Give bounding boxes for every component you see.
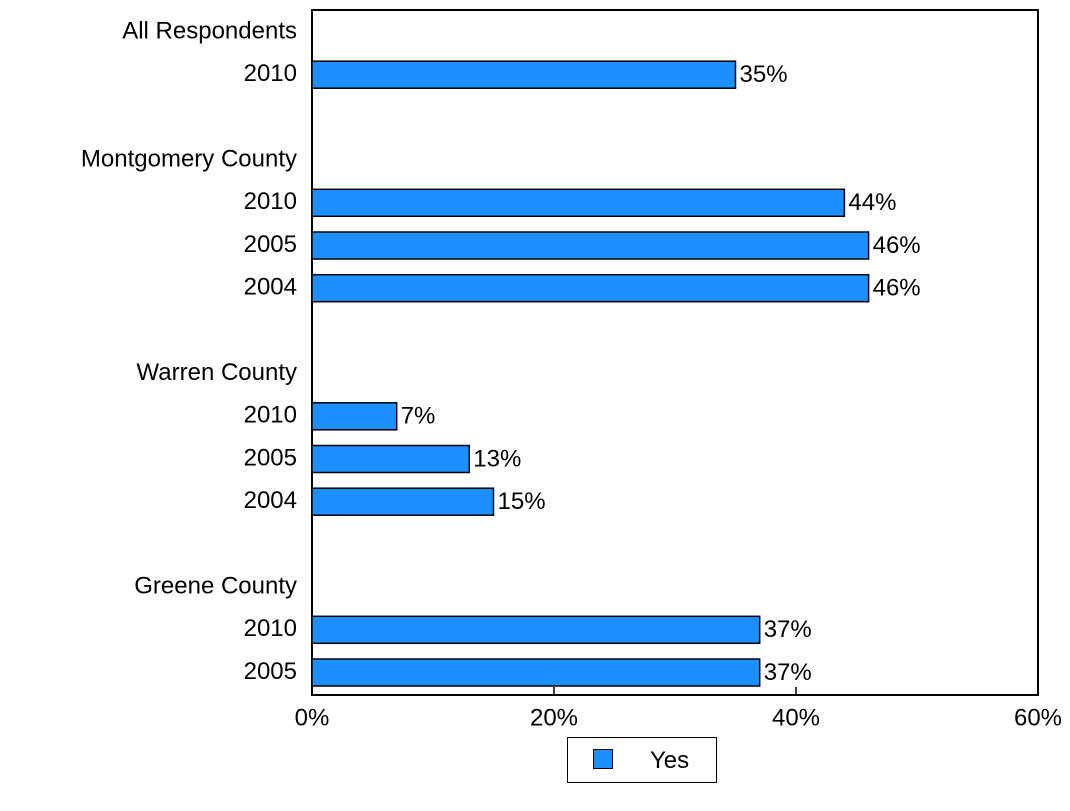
data-label: 13%	[473, 445, 521, 472]
plot-area	[311, 9, 1039, 696]
category-label: 2004	[244, 274, 297, 301]
group-label: Montgomery County	[81, 145, 297, 172]
category-label: 2010	[244, 60, 297, 87]
bar	[311, 231, 870, 260]
bar	[311, 60, 737, 89]
group-label: All Respondents	[122, 17, 297, 44]
bar	[311, 658, 761, 687]
group-label: Warren County	[137, 359, 298, 386]
data-label: 35%	[740, 61, 788, 88]
legend: Yes	[567, 737, 717, 783]
data-label: 15%	[498, 488, 546, 515]
x-tick-label: 0%	[295, 704, 330, 731]
bar	[311, 273, 870, 303]
category-label: 2010	[244, 615, 297, 642]
data-label: 37%	[764, 659, 812, 686]
legend-label-yes: Yes	[650, 747, 690, 774]
category-label: 2005	[244, 444, 297, 471]
bar	[311, 444, 471, 474]
bar	[311, 487, 495, 516]
bar	[311, 402, 398, 431]
data-label: 46%	[873, 275, 921, 302]
legend-swatch-yes	[593, 749, 613, 769]
category-label: 2010	[244, 402, 297, 429]
bar	[311, 188, 846, 218]
category-label: 2005	[244, 231, 297, 258]
category-label: 2005	[244, 658, 297, 685]
category-label: 2010	[244, 188, 297, 215]
data-label: 46%	[873, 232, 921, 259]
data-label: 7%	[401, 403, 436, 430]
x-tick-label: 40%	[772, 704, 820, 731]
data-label: 37%	[764, 616, 812, 643]
data-label: 44%	[848, 189, 896, 216]
x-tick-label: 60%	[1014, 704, 1062, 731]
category-label: 2004	[244, 487, 297, 514]
x-tick-label: 20%	[530, 704, 578, 731]
group-label: Greene County	[134, 572, 297, 599]
bar	[311, 615, 761, 645]
